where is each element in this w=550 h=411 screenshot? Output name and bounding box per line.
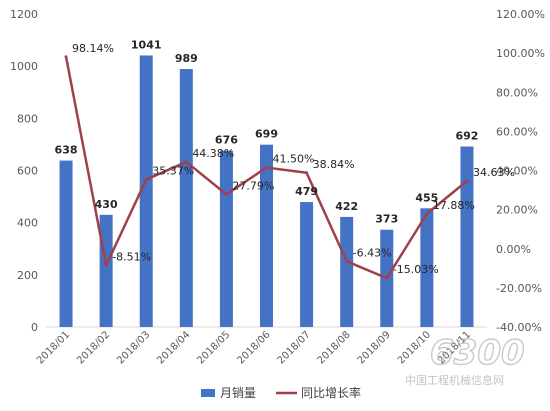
line-value-label: 17.88%	[433, 199, 475, 212]
y-right-tick-label: -20.00%	[496, 282, 542, 295]
bar	[139, 55, 153, 327]
x-tick-label: 2018/04	[155, 329, 192, 366]
y-right-tick-label: 40.00%	[496, 165, 538, 178]
y-right-tick-label: 60.00%	[496, 125, 538, 138]
x-tick-label: 2018/07	[276, 329, 313, 366]
bar	[179, 69, 193, 328]
bar	[260, 144, 273, 327]
line-point	[64, 55, 68, 59]
y-left-tick-label: 1200	[10, 8, 38, 21]
data-labels: 638 430 1041 989 676 699 479 422 373 455 692 98.14%…	[55, 38, 515, 276]
bar	[340, 216, 354, 327]
bar	[59, 160, 73, 327]
line-point	[184, 160, 188, 164]
x-tick-label: 2018/05	[195, 329, 232, 366]
x-tick-label: 2018/08	[316, 329, 353, 366]
y-left-tick-label: 400	[17, 217, 38, 230]
y-right-tick-label: 0.00%	[496, 243, 531, 256]
watermark-logo-text: 6300	[430, 333, 525, 373]
y-right-tick-label: 100.00%	[496, 47, 545, 60]
line-point	[425, 212, 429, 216]
y-left-tick-label: 0	[31, 321, 38, 334]
line-point	[265, 166, 268, 170]
line-value-label: 27.79%	[232, 179, 274, 192]
bar-value-label: 373	[375, 213, 398, 226]
y-left-tick-label: 600	[17, 165, 38, 178]
line-point	[104, 263, 108, 267]
bar-value-label: 455	[415, 191, 438, 204]
line-value-label: 41.50%	[273, 153, 315, 166]
bar	[300, 202, 314, 327]
line-value-label: 38.84%	[313, 158, 355, 171]
line-value-label: 35.37%	[152, 165, 194, 178]
bar	[99, 214, 113, 327]
line-value-label: 34.63%	[473, 166, 515, 179]
y-right-tick-label: 20.00%	[496, 204, 538, 217]
y-right-tick-label: 120.00%	[496, 8, 545, 21]
bar-value-label: 676	[215, 134, 238, 147]
legend-label-line: 同比增长率	[301, 385, 361, 400]
watermark-site-name: 中国工程机械信息网	[405, 373, 504, 387]
line-point	[144, 178, 148, 182]
line-series	[64, 55, 469, 280]
bar-value-label: 430	[95, 198, 118, 211]
x-tick-label: 2018/03	[115, 329, 152, 366]
bar-series	[59, 55, 474, 328]
line-point	[385, 276, 389, 280]
bar-value-label: 1041	[131, 38, 162, 51]
bar-value-label: 479	[295, 185, 318, 198]
bar-value-label: 692	[455, 130, 478, 143]
x-tick-label: 2018/10	[396, 329, 433, 366]
bar-value-label: 699	[255, 128, 278, 141]
line-value-label: -6.43%	[353, 246, 392, 259]
y-right-tick-label: -40.00%	[496, 321, 542, 334]
line-point	[224, 192, 228, 196]
bar-value-label: 422	[335, 200, 358, 213]
y-right-tick-label: 80.00%	[496, 86, 538, 99]
x-tick-label: 2018/06	[235, 329, 272, 366]
line-value-label: -15.03%	[393, 263, 439, 276]
legend: 月销量 同比增长率	[201, 385, 361, 400]
y-left-tick-label: 1000	[10, 60, 38, 73]
x-tick-label: 2018/02	[75, 329, 112, 366]
bar	[460, 146, 474, 327]
bar-value-label: 638	[55, 144, 78, 157]
watermark-logo: 6300 中国工程机械信息网	[405, 332, 525, 387]
bar-value-label: 989	[175, 52, 198, 65]
bar	[219, 150, 233, 327]
line-value-label: 98.14%	[72, 42, 114, 55]
y-left-tick-label: 800	[17, 112, 38, 125]
legend-label-bar: 月销量	[220, 386, 256, 400]
line-value-label: 44.38%	[192, 147, 234, 160]
legend-swatch-bar	[201, 389, 215, 397]
line-point	[345, 259, 349, 263]
line-point	[465, 179, 469, 183]
bar	[420, 208, 434, 327]
x-tick-label: 2018/01	[35, 329, 72, 366]
line-value-label: -8.51%	[112, 250, 151, 263]
x-tick-label: 2018/09	[356, 329, 393, 366]
line-point	[305, 171, 309, 175]
y-left-tick-label: 200	[17, 269, 38, 282]
